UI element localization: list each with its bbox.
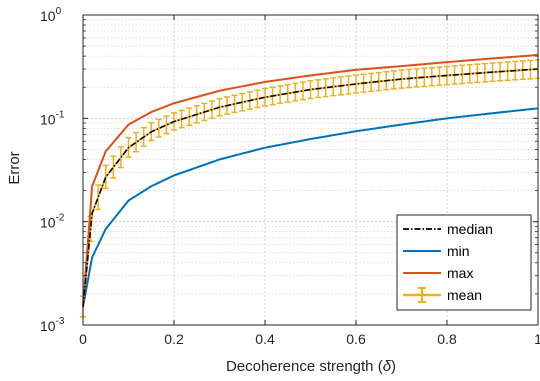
x-tick-label: 0.6 <box>346 331 366 347</box>
legend-label-mean: mean <box>447 287 482 303</box>
x-tick-labels: 0 0.2 0.4 0.6 0.8 1 <box>79 331 540 347</box>
legend-entry-max: max <box>403 265 473 281</box>
y-axis-label: Error <box>6 151 23 184</box>
x-axis-label: Decoherence strength (δ) <box>226 358 396 375</box>
y-tick-labels: 10-3 10-2 10-1 100 <box>40 6 65 334</box>
series-max-line <box>82 54 539 307</box>
legend-label-median: median <box>447 221 493 237</box>
legend-label-min: min <box>447 243 470 259</box>
y-tick-label: 10-3 <box>40 316 65 334</box>
x-tick-label: 0.2 <box>164 331 184 347</box>
x-tick-label: 1 <box>534 331 540 347</box>
legend-entry-min: min <box>403 243 470 259</box>
legend-entry-mean: mean <box>403 287 482 303</box>
y-tick-label: 10-2 <box>40 213 65 231</box>
plot-frame <box>82 14 539 326</box>
series-min-line <box>82 107 539 307</box>
ticks <box>82 14 539 326</box>
series-median-line <box>82 68 539 307</box>
y-tick-label: 10-1 <box>40 109 65 127</box>
legend-label-max: max <box>447 265 473 281</box>
legend: median min max mean <box>396 214 532 311</box>
x-tick-label: 0.4 <box>255 331 275 347</box>
legend-entry-median: median <box>403 221 493 237</box>
x-tick-label: 0.8 <box>437 331 457 347</box>
y-tick-label: 100 <box>40 6 62 24</box>
x-tick-label: 0 <box>79 331 87 347</box>
